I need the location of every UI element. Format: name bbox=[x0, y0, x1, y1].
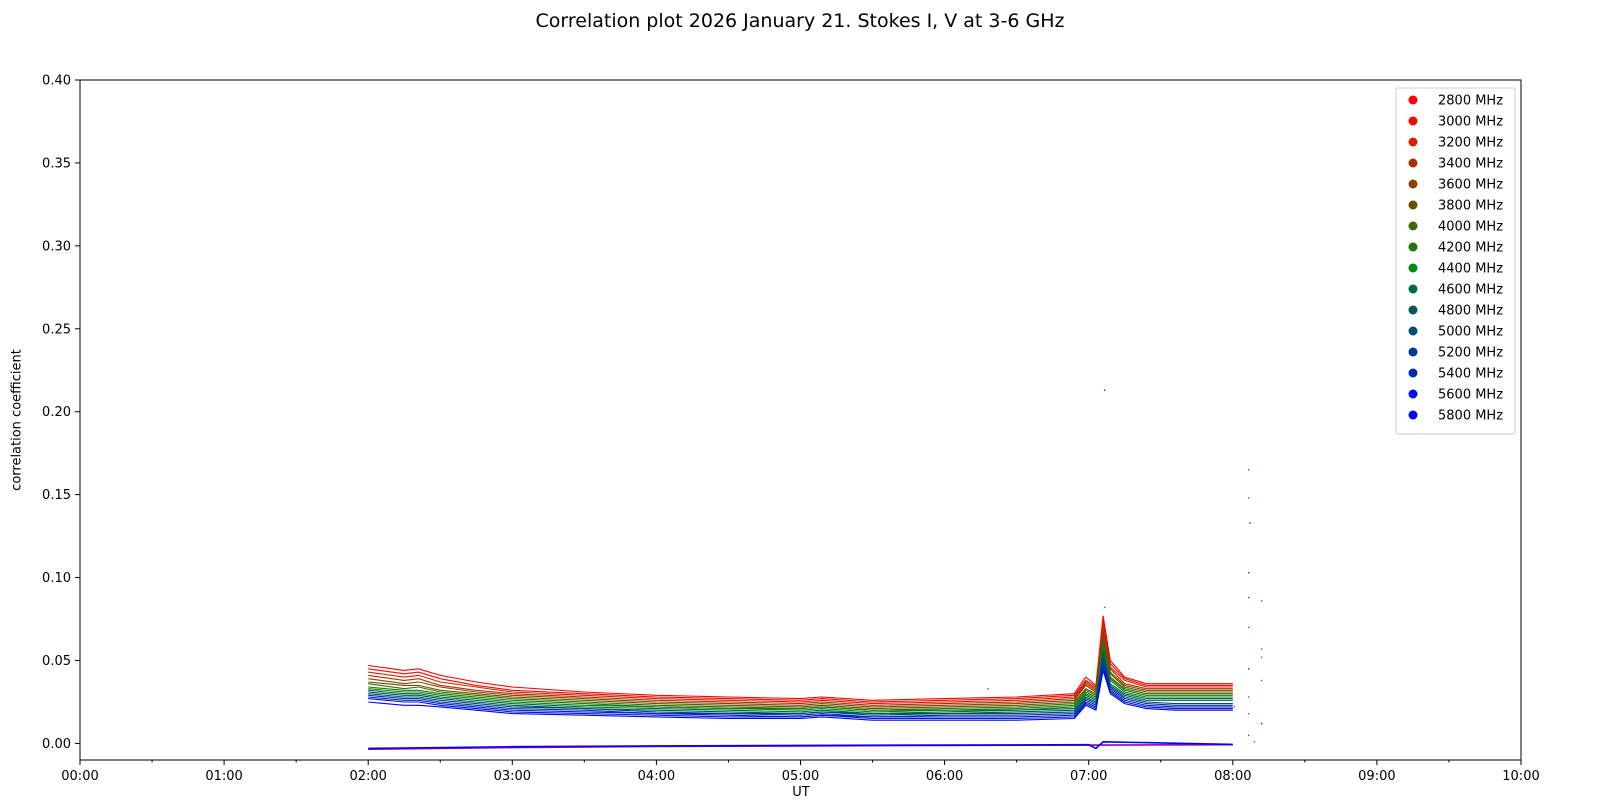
series-line-5400-mhz bbox=[368, 663, 1233, 718]
legend-label: 5600 MHz bbox=[1438, 388, 1503, 403]
burst-point bbox=[1253, 741, 1256, 743]
burst-point bbox=[1248, 668, 1250, 670]
x-tick-label: 05:00 bbox=[782, 769, 819, 784]
burst-point bbox=[1248, 571, 1250, 574]
series-line-3800-mhz bbox=[368, 637, 1233, 710]
legend-marker bbox=[1408, 200, 1418, 210]
legend-marker bbox=[1408, 116, 1418, 126]
legend: 2800 MHz 3000 MHz 3200 MHz 3400 MHz 3600 MHz… bbox=[1395, 87, 1516, 435]
burst-point bbox=[1248, 497, 1250, 499]
legend-label: 3200 MHz bbox=[1438, 136, 1503, 151]
x-tick-label: 09:00 bbox=[1358, 769, 1395, 784]
series-line-3400-mhz bbox=[368, 630, 1233, 706]
plot-frame bbox=[79, 79, 1522, 761]
burst-point bbox=[1248, 626, 1250, 629]
x-tick-label: 02:00 bbox=[349, 769, 386, 784]
legend-box bbox=[1395, 87, 1516, 435]
legend-label: 2800 MHz bbox=[1438, 94, 1503, 109]
legend-marker bbox=[1408, 95, 1418, 105]
burst-point bbox=[1261, 722, 1263, 725]
series-line-5600-mhz bbox=[368, 666, 1233, 720]
legend-label: 3000 MHz bbox=[1438, 115, 1503, 130]
x-tick-label: 01:00 bbox=[205, 769, 242, 784]
x-tick-label: 08:00 bbox=[1214, 769, 1251, 784]
legend-label: 4800 MHz bbox=[1438, 304, 1503, 319]
legend-marker bbox=[1408, 368, 1418, 378]
burst-point bbox=[1261, 679, 1263, 682]
burst-point bbox=[1248, 696, 1250, 698]
legend-label: 5400 MHz bbox=[1438, 367, 1503, 382]
burst-point bbox=[987, 688, 989, 690]
legend-label: 5000 MHz bbox=[1438, 325, 1503, 340]
legend-marker bbox=[1408, 389, 1418, 399]
burst-point bbox=[1261, 656, 1263, 658]
legend-marker bbox=[1408, 347, 1418, 357]
burst-point bbox=[1248, 596, 1250, 599]
legend-marker bbox=[1408, 263, 1418, 273]
legend-label: 3800 MHz bbox=[1438, 199, 1503, 214]
series-line-4200-mhz bbox=[368, 643, 1233, 711]
legend-label: 3400 MHz bbox=[1438, 157, 1503, 172]
burst-point bbox=[1233, 706, 1235, 708]
y-tick-label: 0.00 bbox=[42, 737, 71, 752]
x-tick-label: 03:00 bbox=[494, 769, 531, 784]
x-tick-label: 10:00 bbox=[1502, 769, 1539, 784]
burst-point bbox=[1248, 469, 1250, 471]
series-line-4800-mhz bbox=[368, 653, 1233, 715]
legend-marker bbox=[1408, 305, 1418, 315]
legend-marker bbox=[1408, 137, 1418, 147]
series-layer bbox=[368, 389, 1263, 750]
stokes-v-line-1 bbox=[368, 740, 1233, 750]
series-line-5800-mhz bbox=[368, 670, 1233, 721]
series-line-3600-mhz bbox=[368, 633, 1233, 708]
legend-label: 4000 MHz bbox=[1438, 220, 1503, 235]
legend-label: 5800 MHz bbox=[1438, 409, 1503, 424]
series-line-4400-mhz bbox=[368, 647, 1233, 713]
y-tick-label: 0.10 bbox=[42, 571, 71, 586]
y-tick-label: 0.15 bbox=[42, 488, 71, 503]
legend-label: 4600 MHz bbox=[1438, 283, 1503, 298]
y-tick-label: 0.30 bbox=[42, 239, 71, 254]
chart-title: Correlation plot 2026 January 21. Stokes… bbox=[535, 10, 1065, 32]
legend-marker bbox=[1408, 242, 1418, 252]
burst-point bbox=[1261, 600, 1263, 602]
x-tick-label: 00:00 bbox=[61, 769, 98, 784]
y-tick-label: 0.35 bbox=[42, 156, 71, 171]
legend-marker bbox=[1408, 179, 1418, 189]
x-axis-label: UT bbox=[792, 785, 810, 800]
legend-label: 4400 MHz bbox=[1438, 262, 1503, 277]
y-tick-label: 0.25 bbox=[42, 322, 71, 337]
legend-label: 4200 MHz bbox=[1438, 241, 1503, 256]
x-tick-label: 04:00 bbox=[638, 769, 675, 784]
series-line-2800-mhz bbox=[368, 615, 1233, 701]
burst-point bbox=[1249, 522, 1251, 524]
axes: 00:00 01:00 02:00 03:00 04:00 05:00 06:00 07:00… bbox=[42, 74, 1540, 785]
legend-label: 3600 MHz bbox=[1438, 178, 1503, 193]
x-tick-label: 07:00 bbox=[1070, 769, 1107, 784]
series-line-3000-mhz bbox=[368, 620, 1233, 703]
legend-marker bbox=[1408, 221, 1418, 231]
burst-point bbox=[1103, 606, 1106, 609]
series-line-3200-mhz bbox=[368, 625, 1233, 705]
burst-point bbox=[1103, 389, 1106, 391]
series-line-5000-mhz bbox=[368, 657, 1233, 716]
legend-label: 5200 MHz bbox=[1438, 346, 1503, 361]
y-tick-label: 0.05 bbox=[42, 654, 71, 669]
y-tick-label: 0.40 bbox=[42, 74, 71, 89]
legend-marker bbox=[1408, 410, 1418, 420]
legend-marker bbox=[1408, 284, 1418, 294]
burst-point bbox=[1248, 712, 1250, 715]
burst-point bbox=[1261, 648, 1263, 650]
y-tick-label: 0.20 bbox=[42, 405, 71, 420]
x-tick-label: 06:00 bbox=[926, 769, 963, 784]
legend-marker bbox=[1408, 158, 1418, 168]
burst-point bbox=[1248, 734, 1250, 736]
legend-marker bbox=[1408, 326, 1418, 336]
